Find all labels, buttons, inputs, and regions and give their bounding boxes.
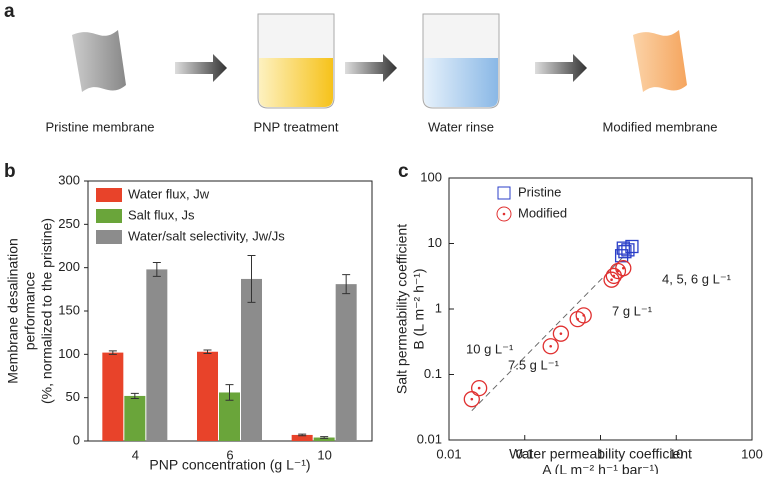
annotation: 4, 5, 6 g L⁻¹ (662, 271, 732, 286)
x-tick-label: 10 (317, 447, 331, 462)
error-bar (247, 255, 256, 303)
point (616, 241, 630, 255)
plot-frame (448, 177, 753, 441)
bar (102, 352, 124, 441)
x-tick-label: 4 (132, 447, 139, 462)
legend-label: Modified (518, 205, 567, 220)
beaker-liquid (424, 58, 498, 107)
y-tick-label: 0.1 (424, 366, 442, 381)
legend-label: Water/salt selectivity, Jw/Js (128, 228, 285, 243)
membrane-icon (633, 30, 687, 92)
legend-marker (497, 186, 511, 200)
panel-label: a (4, 1, 15, 22)
x-tick-label: 1 (597, 446, 604, 461)
point (470, 379, 488, 397)
y-tick-label: 250 (58, 216, 80, 231)
y-tick-label: 10 (428, 235, 442, 250)
arrow (535, 54, 587, 82)
legend-swatch (96, 209, 122, 223)
y-tick-label: 0 (73, 432, 80, 447)
point-dot (549, 344, 552, 348)
panel-label: c (398, 161, 409, 182)
annotation: 7 g L⁻¹ (612, 303, 653, 318)
y-tick-label: 100 (58, 346, 80, 361)
x-tick-label: 100 (741, 446, 763, 461)
point (615, 260, 632, 277)
y-tick-label: 300 (58, 172, 80, 187)
step-label: Pristine membrane (45, 119, 154, 134)
error-bar (225, 384, 234, 401)
legend-label: Water flux, Jw (128, 186, 210, 201)
y-tick-label: 100 (420, 169, 442, 184)
point-dot (582, 314, 585, 317)
y-tick-label: 1 (435, 300, 442, 315)
legend-swatch (96, 188, 122, 202)
arrow (345, 54, 397, 82)
x-tick-label: 10 (669, 446, 683, 461)
x-tick-label: 0.1 (516, 446, 534, 461)
annotation: 7.5 g L⁻¹ (508, 357, 560, 372)
step-label: PNP treatment (253, 119, 338, 134)
y-axis-label: Membrane desalination (5, 238, 21, 384)
point-dot (477, 386, 481, 390)
point-dot (622, 266, 625, 270)
bar (241, 278, 262, 441)
fit-line (471, 253, 627, 412)
y-axis-label: Salt permeability coefficient (394, 224, 410, 394)
point-dot (610, 278, 613, 282)
x-axis-label: A (L m⁻² h⁻¹ bar⁻¹) (542, 462, 659, 474)
x-tick-label: 0.01 (436, 446, 461, 461)
y-axis-label: B (L m⁻² h⁻¹) (411, 268, 427, 349)
legend-label: Salt flux, Js (128, 207, 195, 222)
error-bar (152, 261, 161, 277)
y-tick-label: 0.01 (417, 431, 442, 446)
point (575, 307, 592, 324)
error-bar (342, 274, 351, 295)
bar (219, 392, 240, 441)
bar (313, 437, 335, 441)
bar (197, 351, 218, 441)
bar (335, 284, 357, 441)
point (542, 338, 559, 355)
annotation: 10 g L⁻¹ (466, 341, 514, 356)
membrane-icon (72, 30, 126, 92)
error-bar (203, 349, 212, 354)
point-dot (470, 397, 474, 401)
arrow (175, 54, 227, 82)
x-axis-label: Water permeability coefficient (509, 446, 692, 462)
step-label: Modified membrane (603, 119, 718, 134)
error-bar (320, 436, 329, 439)
x-tick-label: 6 (226, 447, 233, 462)
error-bar (298, 433, 307, 437)
legend-marker (496, 206, 512, 222)
y-axis-label: (%, normalized to the pristine) (39, 218, 55, 404)
point (625, 239, 639, 254)
error-bar (130, 392, 139, 400)
bar (124, 395, 146, 441)
point (618, 245, 632, 259)
point (621, 243, 635, 257)
bar (291, 434, 313, 441)
beaker-liquid (259, 58, 333, 107)
y-tick-label: 150 (58, 302, 80, 317)
panel-label: b (4, 161, 16, 182)
legend-marker (502, 212, 506, 216)
point-dot (559, 332, 563, 335)
legend-label: Pristine (518, 184, 561, 199)
y-axis-label: performance (22, 271, 38, 350)
point (552, 325, 570, 342)
bar (146, 269, 168, 441)
x-axis-label: PNP concentration (g L⁻¹) (149, 457, 310, 473)
step-label: Water rinse (428, 119, 494, 134)
y-tick-label: 200 (58, 259, 80, 274)
legend-swatch (96, 230, 122, 244)
y-tick-label: 50 (66, 389, 80, 404)
point (463, 391, 480, 408)
point (603, 271, 620, 288)
error-bar (108, 350, 117, 355)
